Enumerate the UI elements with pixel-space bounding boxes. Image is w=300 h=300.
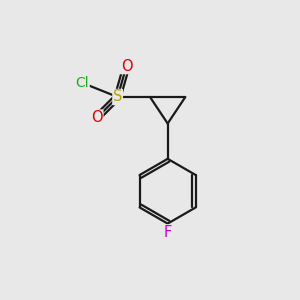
Text: O: O <box>91 110 103 125</box>
Text: Cl: Cl <box>76 76 89 90</box>
Text: S: S <box>113 89 122 104</box>
Text: O: O <box>121 58 132 74</box>
Text: F: F <box>164 225 172 240</box>
